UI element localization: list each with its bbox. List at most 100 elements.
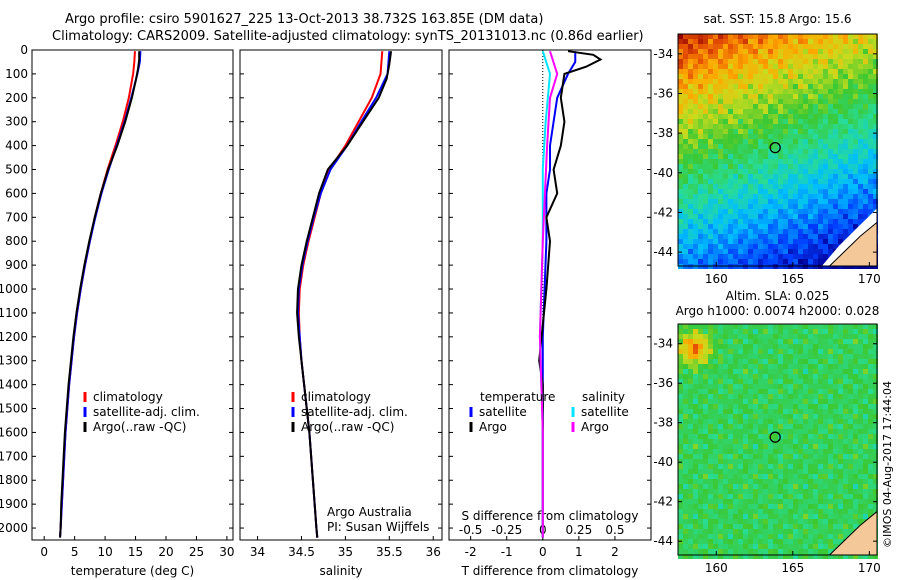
map-cell	[783, 249, 788, 254]
map-cell	[778, 484, 783, 489]
map-cell	[798, 429, 803, 434]
map-cell	[753, 399, 758, 404]
map-cell	[698, 364, 703, 369]
map-cell	[678, 224, 683, 229]
map-cell	[688, 134, 693, 139]
map-cell	[743, 44, 748, 49]
map-cell	[793, 39, 798, 44]
map-cell	[698, 389, 703, 394]
map-cell	[803, 64, 808, 69]
map-cell	[778, 189, 783, 194]
map-cell	[758, 99, 763, 104]
map-cell	[848, 339, 853, 344]
map-cell	[858, 34, 863, 39]
map-cell	[788, 439, 793, 444]
map-cell	[828, 164, 833, 169]
map-cell	[793, 409, 798, 414]
map-cell	[813, 129, 818, 134]
map-cell	[728, 434, 733, 439]
map-cell	[688, 424, 693, 429]
map-cell	[693, 404, 698, 409]
map-cell	[818, 409, 823, 414]
map-cell	[758, 339, 763, 344]
map-cell	[688, 249, 693, 254]
map-cell	[803, 444, 808, 449]
map-cell	[753, 514, 758, 519]
map-cell	[778, 409, 783, 414]
map-cell	[863, 374, 868, 379]
map-cell	[763, 479, 768, 484]
map-cell	[753, 219, 758, 224]
map-cell	[758, 89, 763, 94]
map-cell	[813, 414, 818, 419]
map-cell	[713, 334, 718, 339]
map-cell	[738, 549, 743, 554]
map-cell	[813, 109, 818, 114]
map-cell	[763, 459, 768, 464]
map-cell	[848, 459, 853, 464]
map-cell	[803, 449, 808, 454]
map-cell	[863, 84, 868, 89]
map-cell	[743, 114, 748, 119]
map-cell	[738, 144, 743, 149]
map-cell	[693, 179, 698, 184]
map-cell	[778, 54, 783, 59]
map-cell	[718, 514, 723, 519]
map-cell	[768, 474, 773, 479]
map-cell	[833, 209, 838, 214]
map-cell	[778, 209, 783, 214]
map-cell	[838, 69, 843, 74]
map-cell	[708, 179, 713, 184]
map-cell	[853, 369, 858, 374]
map-cell	[703, 429, 708, 434]
map-cell	[868, 434, 873, 439]
map-cell	[728, 359, 733, 364]
map-cell	[813, 99, 818, 104]
map-cell	[718, 519, 723, 524]
map-cell	[788, 469, 793, 474]
map-cell	[768, 59, 773, 64]
map-cell	[698, 549, 703, 554]
map-cell	[713, 39, 718, 44]
map-cell	[683, 329, 688, 334]
map-cell	[703, 74, 708, 79]
map-cell	[733, 489, 738, 494]
map-cell	[783, 44, 788, 49]
map-cell	[733, 424, 738, 429]
map-cell	[758, 129, 763, 134]
map-cell	[738, 349, 743, 354]
map-cell	[753, 509, 758, 514]
map-cell	[708, 104, 713, 109]
map-cell	[833, 124, 838, 129]
map-cell	[683, 139, 688, 144]
map-cell	[873, 139, 878, 144]
map-cell	[728, 389, 733, 394]
map-cell	[698, 74, 703, 79]
map-cell	[743, 119, 748, 124]
map-cell	[763, 329, 768, 334]
map-cell	[743, 124, 748, 129]
map-cell	[698, 399, 703, 404]
map-cell	[708, 384, 713, 389]
map-cell	[748, 384, 753, 389]
map-cell	[848, 529, 853, 534]
map-cell	[818, 169, 823, 174]
map-cell	[823, 324, 828, 329]
map-cell	[863, 74, 868, 79]
map-cell	[843, 59, 848, 64]
map-cell	[843, 74, 848, 79]
map-cell	[678, 59, 683, 64]
map-cell	[793, 349, 798, 354]
map-cell	[748, 134, 753, 139]
legend-entry: climatology	[93, 390, 163, 404]
map-cell	[773, 494, 778, 499]
map-cell	[838, 229, 843, 234]
map-cell	[858, 479, 863, 484]
map-cell	[718, 459, 723, 464]
map-cell	[873, 324, 878, 329]
map-cell	[828, 484, 833, 489]
map-cell	[703, 504, 708, 509]
map-cell	[823, 174, 828, 179]
map-cell	[733, 429, 738, 434]
map-cell	[813, 59, 818, 64]
